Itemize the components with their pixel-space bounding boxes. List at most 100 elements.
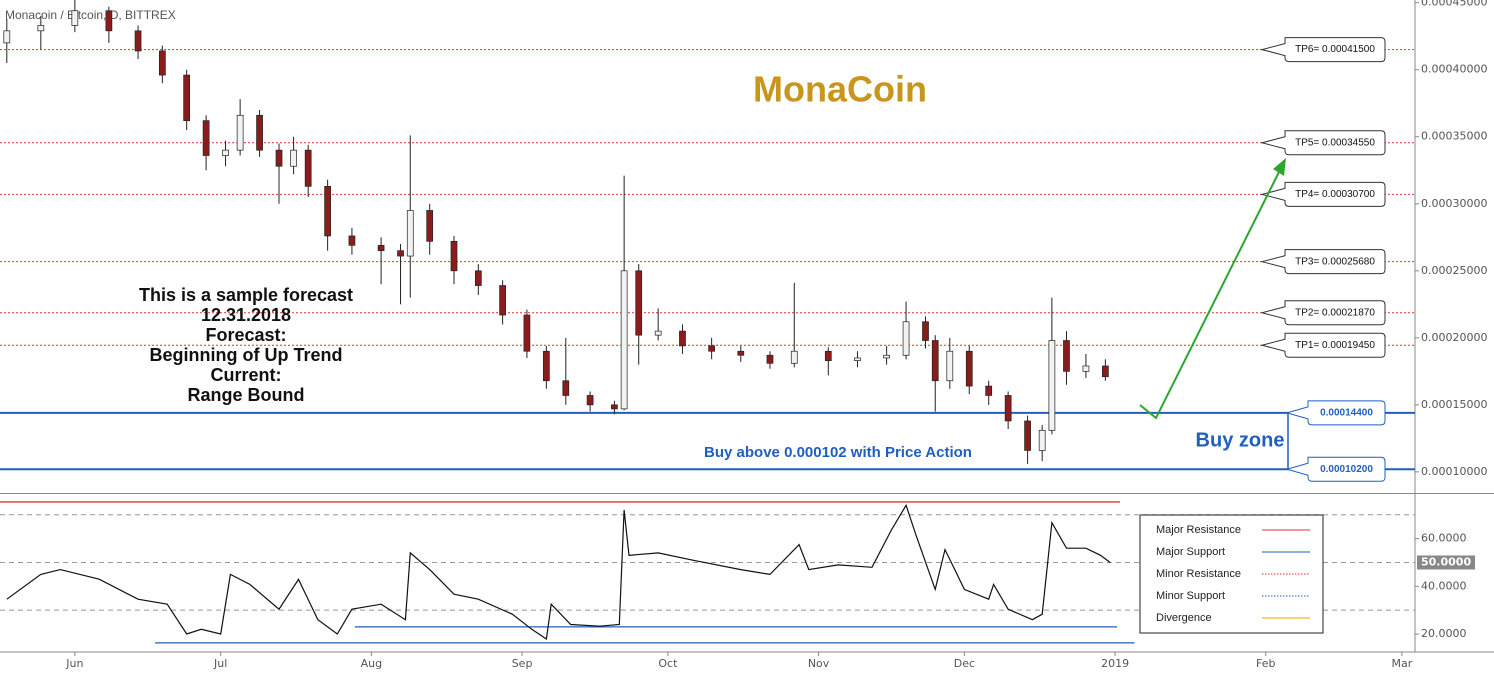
candle-body <box>499 285 506 316</box>
candle-body <box>406 210 414 257</box>
y-tick-label: 60.0000 <box>1421 532 1467 545</box>
buy-note: Buy above 0.000102 with Price Action <box>704 444 972 461</box>
candle-body <box>275 149 283 167</box>
y-tick-label: 0.00010000 <box>1421 465 1487 478</box>
candle-body <box>37 25 45 32</box>
candle-body <box>426 210 434 242</box>
candle-body <box>377 244 385 252</box>
candle-body <box>105 10 113 32</box>
current-value-box <box>1417 555 1475 570</box>
x-tick-label: Oct <box>658 657 678 670</box>
candle-body <box>3 30 11 44</box>
forecast-line: Range Bound <box>188 385 305 405</box>
candle-body <box>562 380 570 396</box>
candle-body <box>790 350 798 364</box>
candle-body <box>523 314 531 352</box>
y-tick-label: 0.00045000 <box>1421 0 1487 9</box>
forecast-line: Current: <box>211 365 282 385</box>
candle-body <box>965 350 973 387</box>
forecast-line: This is a sample forecast <box>139 285 353 305</box>
current-value-label: 50.0000 <box>1421 555 1471 568</box>
candle-body <box>1004 395 1012 422</box>
candle-body <box>1038 429 1046 451</box>
level-label: TP4= 0.00030700 <box>1295 189 1375 200</box>
level-label: TP2= 0.00021870 <box>1295 307 1375 318</box>
candle-body <box>737 350 745 356</box>
y-tick-label: 0.00015000 <box>1421 398 1487 411</box>
x-tick-label: Mar <box>1391 657 1412 670</box>
legend-label: Major Resistance <box>1156 524 1241 536</box>
y-tick-label: 0.00040000 <box>1421 63 1487 76</box>
x-tick-label: Sep <box>512 657 533 670</box>
candle-body <box>397 250 404 257</box>
candle-body <box>474 270 482 286</box>
callout <box>1285 400 1386 426</box>
candle-body <box>324 185 331 237</box>
level-label: TP3= 0.00025680 <box>1295 256 1375 267</box>
candle-body <box>134 30 142 52</box>
candle-body <box>985 385 993 396</box>
legend-label: Minor Resistance <box>1156 568 1241 580</box>
y-tick-label: 0.00035000 <box>1421 130 1487 143</box>
callout <box>1260 300 1386 326</box>
candle-body <box>450 240 458 272</box>
x-tick-label: Jun <box>65 657 83 670</box>
candle-body <box>824 350 832 361</box>
candle-body <box>1102 365 1109 378</box>
rsi-line <box>6 503 1111 641</box>
candle-body <box>654 330 662 336</box>
candle-body <box>679 330 686 347</box>
x-tick-label: Jul <box>213 657 227 670</box>
y-tick-label: 40.0000 <box>1421 579 1467 592</box>
candle-body <box>635 270 643 336</box>
candle-body <box>1048 340 1056 431</box>
candle-body <box>71 10 79 26</box>
candle-body <box>236 114 244 151</box>
callout <box>1260 37 1386 63</box>
forecast-text: This is a sample forecast 12.31.2018 For… <box>139 285 353 405</box>
candle-body <box>1082 365 1090 372</box>
candle-body <box>304 149 312 187</box>
level-label: TP1= 0.00019450 <box>1295 340 1375 351</box>
buy-zone-label: Buy zone <box>1196 429 1285 451</box>
candle-body <box>256 114 263 151</box>
y-tick-label: 0.00030000 <box>1421 197 1487 210</box>
candle-body <box>766 354 774 364</box>
candle-body <box>543 350 550 382</box>
candle-body <box>348 235 356 246</box>
candle-body <box>159 50 166 76</box>
callout <box>1260 332 1386 358</box>
y-tick-label: 0.00025000 <box>1421 264 1487 277</box>
level-label: TP5= 0.00034550 <box>1295 137 1375 148</box>
legend-label: Major Support <box>1156 546 1225 558</box>
price-panel: 0.00010000 0.00015000 0.00020000 0.00025000… <box>0 0 1487 482</box>
forecast-line: 12.31.2018 <box>201 305 291 325</box>
callout <box>1260 181 1386 207</box>
level-label: TP6= 0.00041500 <box>1295 44 1375 55</box>
candle-body <box>1024 420 1031 451</box>
candle-body <box>611 404 618 410</box>
x-tick-label: Aug <box>361 657 382 670</box>
forecast-arrow <box>1139 165 1283 420</box>
candle-body <box>946 350 954 382</box>
callout <box>1260 249 1386 275</box>
candle-body <box>183 74 191 122</box>
candle-body <box>222 149 229 156</box>
x-tick-label: 2019 <box>1101 657 1129 670</box>
x-tick-label: Feb <box>1256 657 1275 670</box>
candle-body <box>931 340 939 382</box>
candle-body <box>586 395 594 406</box>
callout <box>1285 456 1386 482</box>
legend-label: Divergence <box>1156 612 1212 624</box>
chart-subtitle: Monacoin / Bitcoin, D, BITTREX <box>5 8 176 22</box>
y-tick-label: 20.0000 <box>1421 627 1467 640</box>
candle-body <box>202 120 210 156</box>
candle-body <box>290 149 297 167</box>
x-tick-label: Nov <box>808 657 830 670</box>
y-tick-label: 0.00020000 <box>1421 331 1487 344</box>
forecast-line: Forecast: <box>205 325 286 345</box>
level-label: 0.00010200 <box>1320 464 1373 475</box>
forecast-line: Beginning of Up Trend <box>150 345 343 365</box>
candle-body <box>708 345 715 352</box>
